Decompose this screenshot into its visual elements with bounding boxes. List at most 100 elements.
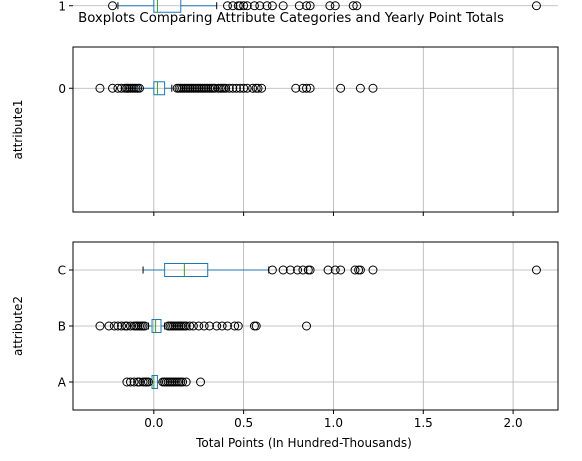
- outlier-point: [336, 265, 346, 275]
- y-axis-label-attribute1: attribute1: [11, 100, 25, 160]
- outlier-point: [242, 83, 252, 93]
- outlier-point: [95, 321, 105, 331]
- outlier-point: [531, 1, 541, 11]
- outlier-point: [143, 377, 153, 387]
- y-tick-label: A: [58, 376, 67, 390]
- outlier-point: [108, 1, 118, 11]
- outlier-point: [294, 1, 304, 11]
- box-iqr-B: [151, 319, 162, 333]
- outlier-point: [531, 265, 541, 275]
- x-axis-label: Total Points (In Hundred-Thousands): [195, 436, 412, 450]
- outlier-point: [336, 83, 346, 93]
- box-iqr-0: [153, 81, 166, 96]
- outlier-point: [199, 321, 209, 331]
- outlier-point: [239, 1, 249, 11]
- outlier-point: [113, 321, 123, 331]
- outlier-point: [224, 83, 234, 93]
- outlier-point: [185, 321, 195, 331]
- outlier-point: [239, 83, 249, 93]
- axes-frame: [72, 46, 559, 213]
- outlier-point: [368, 265, 378, 275]
- outlier-point: [368, 83, 378, 93]
- chart-title: Boxplots Comparing Attribute Categories …: [78, 11, 504, 26]
- x-tick-label: 2.0: [504, 416, 523, 430]
- y-tick-label: 1: [58, 0, 66, 13]
- outlier-point: [122, 321, 132, 331]
- outlier-point: [125, 377, 135, 387]
- outlier-point: [117, 83, 126, 93]
- outlier-point: [109, 321, 119, 331]
- outlier-point: [108, 83, 118, 93]
- outlier-point: [255, 1, 265, 11]
- outlier-point: [323, 265, 333, 275]
- outlier-point: [350, 265, 360, 275]
- outlier-point: [285, 265, 295, 275]
- outlier-point: [181, 321, 191, 331]
- outlier-point: [257, 83, 267, 93]
- outlier-point: [267, 1, 277, 11]
- outlier-point: [181, 377, 191, 387]
- outlier-point: [355, 265, 365, 275]
- outlier-point: [140, 321, 150, 331]
- outlier-point: [352, 1, 362, 11]
- outlier-point: [305, 265, 315, 275]
- outlier-point: [178, 377, 188, 387]
- outlier-point: [134, 83, 144, 93]
- outlier-point: [95, 83, 105, 93]
- outlier-point: [262, 1, 272, 11]
- outlier-point: [222, 321, 232, 331]
- outlier-point: [291, 83, 301, 93]
- outlier-point: [298, 265, 308, 275]
- outlier-point: [222, 1, 232, 11]
- y-tick-label: B: [58, 320, 66, 334]
- outlier-point: [302, 83, 312, 93]
- outlier-point: [122, 377, 132, 387]
- outlier-point: [228, 83, 238, 93]
- outlier-point: [330, 265, 340, 275]
- outlier-point: [278, 1, 288, 11]
- outlier-point: [117, 321, 126, 331]
- x-tick-label: 0.0: [144, 416, 163, 430]
- y-tick-label: 0: [58, 82, 66, 96]
- outlier-point: [325, 1, 335, 11]
- outlier-point: [235, 83, 245, 93]
- outlier-point: [210, 83, 220, 93]
- outlier-point: [267, 265, 277, 275]
- outlier-point: [188, 321, 198, 331]
- outlier-point: [212, 321, 222, 331]
- outlier-point: [293, 265, 303, 275]
- outlier-point: [249, 1, 259, 11]
- outlier-point: [298, 83, 308, 93]
- x-tick-label: 1.0: [324, 416, 343, 430]
- outlier-point: [251, 321, 261, 331]
- x-tick-label: 0.5: [234, 416, 253, 430]
- x-tick-label: 1.5: [414, 416, 433, 430]
- y-tick-label: C: [58, 264, 66, 278]
- outlier-point: [302, 321, 312, 331]
- outlier-point: [194, 321, 204, 331]
- outlier-point: [348, 1, 358, 11]
- outlier-point: [228, 1, 238, 11]
- outlier-point: [330, 1, 340, 11]
- outlier-point: [248, 83, 258, 93]
- outlier-point: [305, 1, 315, 11]
- outlier-point: [235, 1, 245, 11]
- outlier-point: [196, 377, 206, 387]
- outlier-point: [253, 83, 263, 93]
- box-iqr-1: [153, 0, 182, 13]
- outlier-point: [242, 1, 252, 11]
- outlier-point: [355, 83, 365, 93]
- outlier-point: [231, 83, 241, 93]
- outlier-point: [129, 377, 139, 387]
- outlier-point: [278, 265, 288, 275]
- outlier-point: [217, 321, 227, 331]
- outlier-point: [233, 321, 243, 331]
- outlier-point: [134, 377, 144, 387]
- outlier-point: [221, 83, 231, 93]
- outlier-point: [113, 83, 123, 93]
- outlier-point: [104, 321, 114, 331]
- outlier-point: [125, 321, 135, 331]
- outlier-point: [302, 1, 312, 11]
